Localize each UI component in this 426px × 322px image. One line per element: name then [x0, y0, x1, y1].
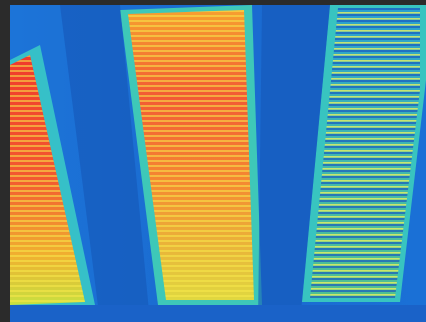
beam-right	[258, 5, 330, 322]
middle-panel-slats	[128, 10, 254, 300]
beam-left	[60, 5, 150, 322]
bottom-beam	[10, 305, 426, 322]
right-panel-slats	[310, 8, 420, 298]
left-panel-slats	[10, 55, 85, 305]
